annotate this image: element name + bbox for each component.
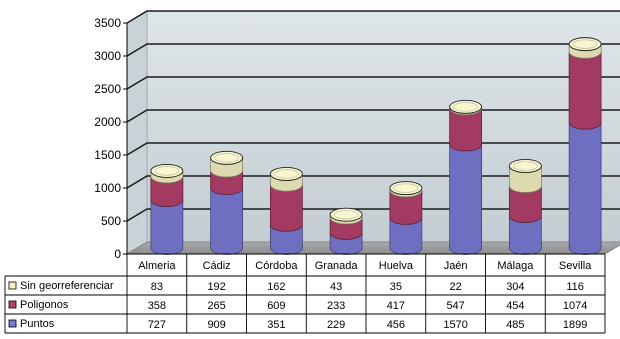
x-category-label: Sevilla	[559, 260, 592, 272]
bar-stack	[329, 207, 363, 255]
y-tick-label: 1000	[94, 181, 121, 195]
bar-cap-rim	[274, 169, 299, 179]
table-value: 547	[446, 300, 464, 312]
x-category-label: Córdoba	[255, 260, 298, 272]
table-value: 83	[151, 281, 163, 293]
table-value: 456	[387, 319, 405, 331]
table-value: 1570	[443, 319, 467, 331]
legend-swatch	[8, 300, 17, 309]
gridline	[126, 76, 620, 90]
x-category-label: Huelva	[379, 260, 414, 272]
bars	[150, 37, 602, 255]
legend-series-name: Sin georreferenciar	[20, 280, 114, 292]
legend-swatch	[8, 281, 17, 290]
table-value: 485	[506, 319, 524, 331]
y-tick-label: 1500	[94, 148, 121, 162]
y-tick-label: 2500	[94, 82, 121, 96]
bar-stack	[210, 150, 244, 255]
bar-stack	[449, 99, 483, 255]
bar-cap-rim	[572, 39, 598, 49]
table-value: 909	[207, 319, 225, 331]
bar-cap-rim	[513, 161, 538, 171]
bar-cap-rim	[393, 183, 419, 193]
bar-segment	[210, 187, 244, 255]
table-value: 454	[506, 300, 524, 312]
gridline	[126, 10, 620, 24]
table-value: 265	[207, 300, 225, 312]
table-value: 358	[148, 300, 166, 312]
table-value: 727	[148, 319, 166, 331]
x-category-label: Almeria	[138, 260, 176, 272]
y-tick-label: 500	[101, 214, 121, 228]
bar-stack	[389, 181, 423, 255]
table-value: 192	[207, 281, 225, 293]
bar-stack	[150, 163, 184, 255]
plot-background	[125, 10, 620, 255]
gridline	[126, 43, 620, 57]
table-value: 43	[330, 281, 342, 293]
table-value: 229	[327, 319, 345, 331]
table-value: 116	[566, 281, 584, 293]
floor	[125, 241, 620, 255]
bar-cap-rim	[154, 166, 180, 176]
x-category-label: Granada	[315, 260, 359, 272]
bar-segment	[269, 184, 303, 232]
bar-cap-rim	[453, 102, 478, 112]
legend-series-name: Poligonos	[20, 299, 69, 311]
table-value: 609	[267, 300, 285, 312]
bar-cap-rim	[214, 153, 239, 163]
legend-swatch	[8, 319, 17, 328]
y-tick-label: 3000	[94, 49, 121, 63]
table-value: 162	[267, 281, 285, 293]
bar-segment	[449, 144, 483, 255]
table-value: 233	[327, 300, 345, 312]
x-category-label: Cádiz	[203, 260, 231, 272]
table-value: 1074	[563, 300, 587, 312]
table-value: 22	[450, 281, 462, 293]
table-value: 304	[506, 281, 524, 293]
legend-series-name: Puntos	[20, 318, 55, 330]
x-category-label: Jaén	[444, 260, 468, 272]
bar-segment	[568, 122, 602, 255]
table-value: 417	[387, 300, 405, 312]
y-tick-label: 3500	[94, 16, 121, 30]
bar-stack	[508, 159, 542, 255]
bar-stack	[269, 166, 303, 255]
data-table: Almeria Cádiz Córdoba Granada Huelva Jaén Mála…	[4, 253, 606, 334]
table-value: 351	[267, 319, 285, 331]
table-value: 1899	[563, 319, 587, 331]
x-category-label: Málaga	[497, 260, 534, 272]
bar-segment	[150, 199, 184, 255]
y-axis: 0 500 1000 1500 2000 2500 3000 3500	[94, 16, 128, 261]
bar-cap-rim	[333, 210, 359, 220]
bar-segment	[568, 51, 602, 130]
side-wall	[126, 10, 148, 255]
gridlines	[126, 10, 620, 222]
table-value: 35	[390, 281, 402, 293]
bar-stack	[568, 37, 602, 255]
y-tick-label: 0	[114, 247, 121, 261]
y-tick-label: 2000	[94, 115, 121, 129]
